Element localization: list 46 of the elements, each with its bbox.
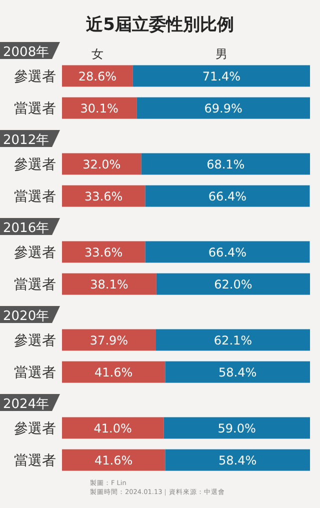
data-label: 62.0% (214, 278, 252, 292)
data-label: 28.6% (78, 69, 117, 84)
data-label: 38.1% (90, 278, 128, 292)
data-label: 58.4% (218, 366, 257, 380)
data-label: 33.6% (84, 190, 123, 204)
data-label: 66.4% (208, 190, 247, 204)
bar (141, 153, 310, 175)
y-tick-label: 當選者 (14, 101, 56, 118)
series-label: 女 (91, 47, 104, 61)
y-tick-label: 參選者 (14, 420, 56, 437)
data-label: 62.1% (214, 333, 252, 348)
bar (62, 273, 156, 295)
chart-title: 2008年 (3, 45, 50, 60)
bar (156, 273, 310, 295)
data-label: 68.1% (206, 157, 245, 172)
bar (62, 241, 146, 263)
data-label: 33.6% (84, 245, 123, 260)
data-label: 58.4% (218, 454, 257, 468)
data-label: 66.4% (208, 245, 247, 260)
y-tick-label: 參選者 (14, 244, 56, 261)
data-label: 37.9% (90, 333, 128, 348)
series-label: 男 (215, 47, 228, 61)
y-tick-label: 當選者 (14, 453, 56, 470)
y-tick-label: 當選者 (14, 365, 56, 382)
chart-title: 2024年 (3, 397, 50, 412)
chart-title: 2016年 (3, 221, 50, 236)
data-label: 32.0% (82, 157, 121, 172)
data-label: 41.6% (94, 454, 133, 468)
data-label: 69.9% (204, 102, 242, 116)
y-tick-label: 當選者 (14, 189, 56, 206)
bar (145, 241, 310, 263)
text: 近5屆立委性別比例 (85, 15, 234, 35)
data-label: 41.0% (94, 421, 132, 436)
bar (62, 153, 142, 175)
y-tick-label: 參選者 (14, 332, 56, 349)
y-tick-label: 參選者 (14, 68, 56, 85)
data-label: 30.1% (80, 102, 118, 116)
chart-title: 2020年 (3, 309, 50, 324)
bar (62, 185, 146, 207)
y-tick-label: 參選者 (14, 156, 56, 173)
data-label: 59.0% (218, 421, 256, 436)
bar (145, 185, 310, 207)
data-label: 41.6% (94, 366, 133, 380)
chart-title: 2012年 (3, 133, 50, 148)
y-tick-label: 當選者 (14, 277, 56, 294)
data-label: 71.4% (202, 69, 241, 84)
